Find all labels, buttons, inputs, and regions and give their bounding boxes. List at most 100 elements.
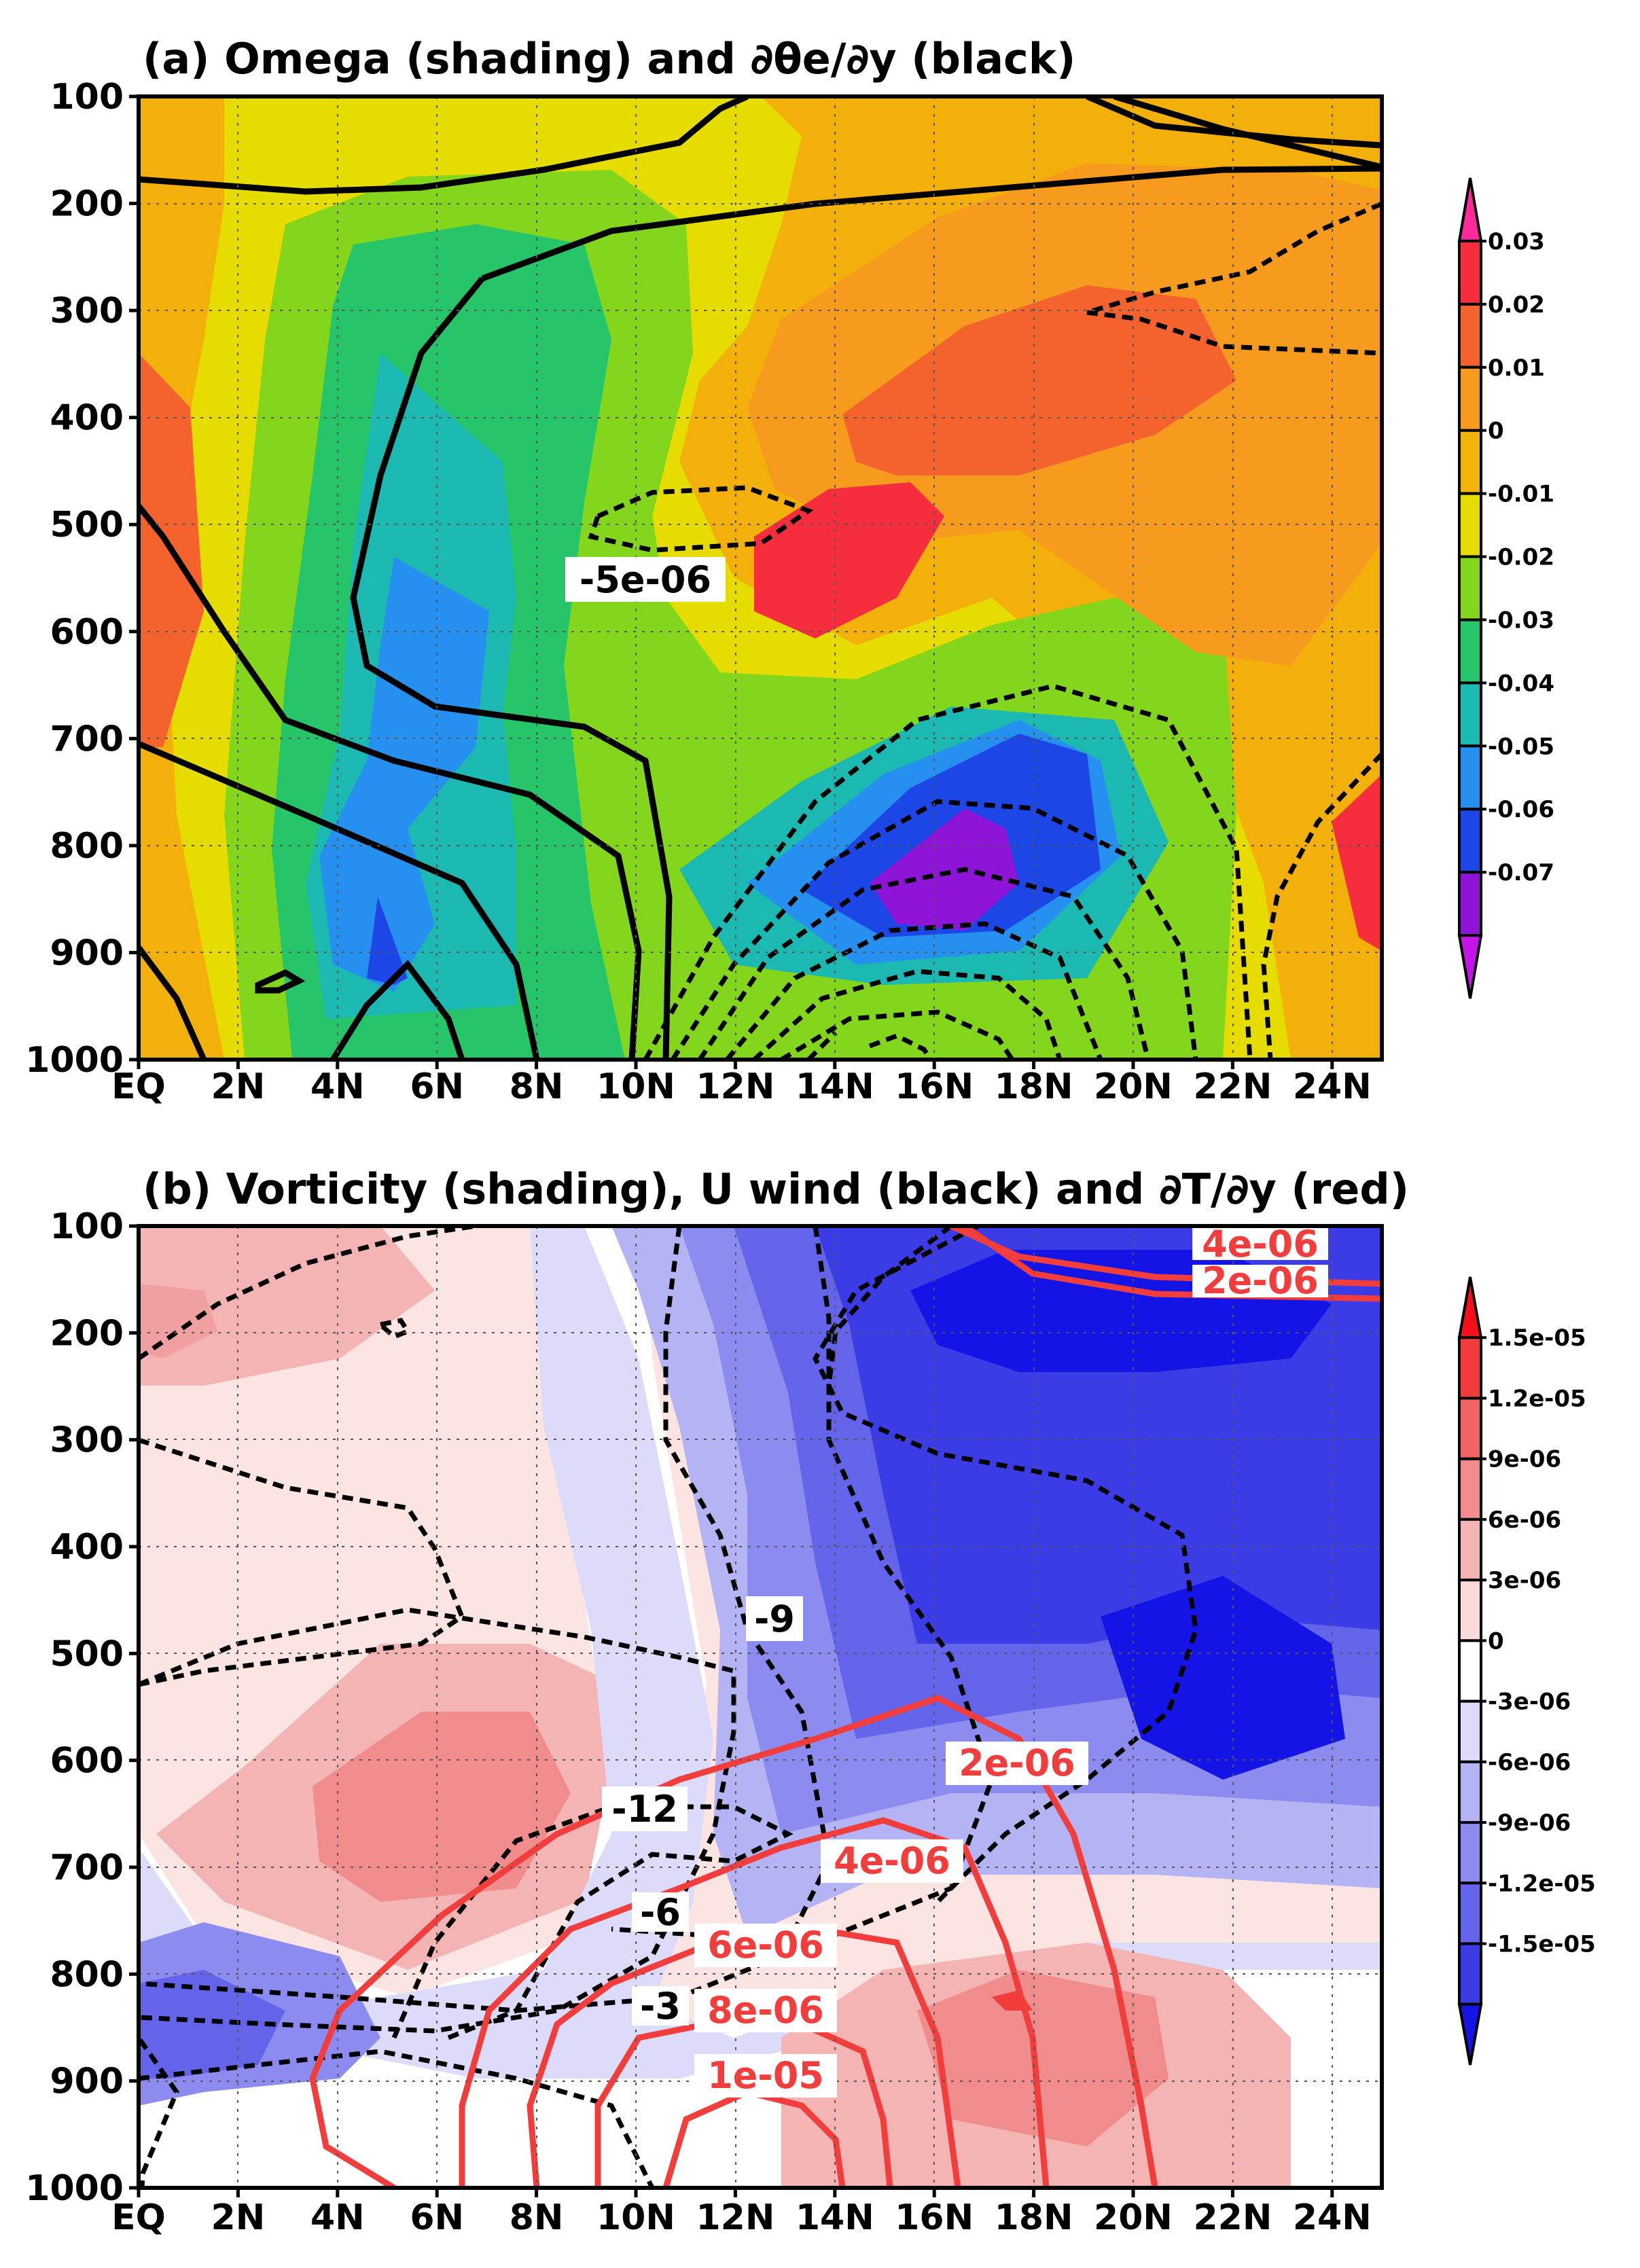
colorbar-tick-label: -1.5e-05: [1488, 1931, 1596, 1958]
theta-e-contour: [139, 504, 642, 1060]
theta-e-contour: [139, 946, 207, 1060]
colorbar-segment: [1458, 365, 1482, 432]
y-tick-label: 600: [50, 612, 124, 653]
y-tick-label: 900: [50, 933, 124, 973]
u-wind-contour: [139, 1607, 736, 2034]
u-wind-contour: [391, 1804, 794, 2040]
colorbar-tick-label: 0: [1488, 418, 1504, 445]
contour-label-box: [565, 557, 726, 602]
x-tick-label: 20N: [1094, 1066, 1173, 1107]
theta-e-contour: [1113, 96, 1382, 170]
contour-label: -3: [640, 1985, 681, 2028]
contour-label-box: [1192, 1226, 1328, 1260]
theta-e-dashed-contour: [725, 921, 1103, 1060]
x-tick-label: 10N: [596, 1066, 675, 1107]
colorbar-segment: [1458, 555, 1482, 622]
colorbar-segment: [1457, 934, 1483, 999]
y-tick-label: 200: [50, 184, 124, 225]
theta-e-dashed-contour: [806, 1030, 838, 1060]
panel-a-colorbar-segments: [1457, 177, 1483, 999]
y-tick-label: 600: [50, 1741, 124, 1782]
colorbar-segment: [1458, 744, 1482, 811]
colorbar-segment: [1458, 1821, 1482, 1885]
vort-shade-pink-right2: [917, 1970, 1169, 2146]
theta-e-dashed-contour: [698, 867, 1151, 1060]
x-tick-label: EQ: [111, 1066, 166, 1107]
y-tick-label: 100: [50, 1206, 124, 1247]
contour-label-box: [602, 1786, 688, 1831]
x-tick-label: 18N: [995, 2197, 1073, 2238]
theta-e-dashed-contour: [1086, 310, 1382, 356]
colorbar-tick-label: -6e-06: [1488, 1749, 1571, 1776]
contour-label: 2e-06: [959, 1742, 1075, 1784]
colorbar-segment: [1458, 1760, 1482, 1824]
contour-label-box: [632, 1986, 689, 2026]
colorbar-segment: [1458, 492, 1482, 558]
panel-a-title: (a) Omega (shading) and ∂θe/∂y (black): [143, 34, 1075, 84]
colorbar-segment: [1457, 177, 1483, 242]
y-tick-label: 300: [50, 291, 124, 331]
x-tick-label: 12N: [696, 2197, 774, 2238]
contour-label: -6: [640, 1891, 681, 1934]
panel-a-plot: [139, 96, 1382, 1060]
x-tick-label: 22N: [1193, 1066, 1272, 1107]
contour-label-box: [946, 1742, 1088, 1785]
dtdy-contour: [309, 1695, 1158, 2188]
theta-e-dashed-contour: [643, 683, 1253, 1060]
panel-a-contour-labels: -5e-06: [565, 557, 726, 602]
colorbar-tick-label: -1.2e-05: [1488, 1870, 1596, 1897]
panel-b-colorbar-segments: [1457, 1276, 1483, 2066]
x-tick-label: 16N: [895, 1066, 974, 1107]
colorbar-tick-label: 1.5e-05: [1488, 1325, 1586, 1352]
y-tick-label: 700: [50, 1848, 124, 1888]
x-tick-label: 6N: [410, 1066, 464, 1107]
x-tick-label: 8N: [510, 2197, 564, 2238]
colorbar-segment: [1458, 618, 1482, 685]
theta-e-contour: [350, 276, 673, 1060]
u-wind-contours: [139, 1226, 1198, 2188]
y-tick-label: 800: [50, 826, 124, 867]
y-tick-label: 500: [50, 1634, 124, 1674]
colorbar-tick-label: 1.2e-05: [1488, 1385, 1586, 1412]
vort-shade-pink2: [139, 1284, 217, 1358]
y-tick-label: 300: [50, 1420, 124, 1461]
u-wind-contour: [139, 1226, 832, 2013]
x-tick-label: 4N: [310, 1066, 365, 1107]
vort-shade-blue-left2: [139, 1970, 285, 2078]
u-wind-contour: [139, 2036, 179, 2188]
colorbar-segment: [1458, 871, 1482, 937]
u-wind-contour: [375, 1318, 412, 1340]
u-wind-contour: [826, 1226, 953, 1386]
contour-label: -12: [611, 1788, 678, 1831]
panel-a: (a) Omega (shading) and ∂θe/∂y (black): [25, 34, 1554, 1107]
panel-b-colorbar-ticks: 1.5e-05 1.2e-05 9e-06 6e-06 3e-06 0 -3e-06 -6e-…: [1481, 1325, 1596, 1958]
colorbar-tick-label: -0.01: [1488, 481, 1554, 508]
u-wind-contour: [611, 1226, 995, 1945]
omega-shade-red: [754, 482, 944, 638]
x-tick-label: 2N: [211, 1066, 266, 1107]
colorbar-tick-label: 9e-06: [1488, 1446, 1561, 1473]
contour-label: 8e-06: [707, 1989, 824, 2032]
colorbar-tick-label: -0.02: [1488, 544, 1554, 571]
contour-label-box: [1192, 1265, 1328, 1297]
theta-e-dashed-contour: [780, 1009, 1014, 1060]
panel-b-gridlines: [139, 1226, 1382, 2188]
colorbar-segment: [1458, 1639, 1482, 1703]
x-tick-label: 10N: [596, 2197, 675, 2238]
colorbar-tick-label: -3e-06: [1488, 1689, 1571, 1716]
y-tick-label: 200: [50, 1313, 124, 1354]
theta-e-dashed-contour: [588, 485, 814, 553]
colorbar-tick-label: 0: [1488, 1627, 1504, 1655]
u-wind-contour: [139, 1226, 476, 1361]
contour-label: 1e-05: [707, 2054, 824, 2097]
colorbar-tick-label: 0.01: [1488, 355, 1545, 382]
y-tick-label: 1000: [25, 1040, 124, 1081]
contour-label: 4e-06: [834, 1839, 950, 1882]
theta-e-contour: [1086, 96, 1382, 149]
contour-label-box: [694, 2054, 837, 2098]
panel-b-title: (b) Vorticity (shading), U wind (black) …: [143, 1164, 1409, 1214]
x-tick-label: 14N: [796, 2197, 874, 2238]
theta-e-dashed-contour: [752, 969, 1063, 1060]
x-tick-label: 8N: [510, 1066, 564, 1107]
